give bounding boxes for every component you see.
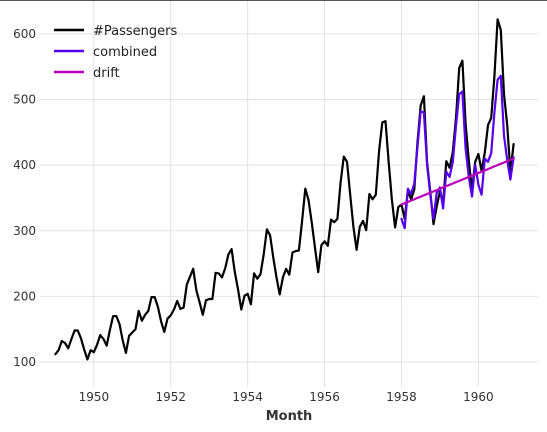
tick-layer: 100 200 300 400 500 600 1950 1952 1954 1956 1958 19… bbox=[13, 27, 494, 404]
x-tick-label: 1954 bbox=[232, 390, 263, 404]
plot-area bbox=[40, 1, 538, 387]
y-tick-label: 500 bbox=[13, 92, 36, 106]
x-tick-label: 1958 bbox=[386, 390, 417, 404]
x-tick-label: 1952 bbox=[155, 390, 186, 404]
legend: #Passengers combined drift bbox=[54, 24, 177, 81]
grid-layer bbox=[40, 1, 538, 387]
y-tick-label: 600 bbox=[13, 27, 36, 41]
x-tick-label: 1950 bbox=[79, 390, 110, 404]
x-axis-title: Month bbox=[266, 409, 313, 424]
y-tick-label: 400 bbox=[13, 158, 36, 172]
series-line-drift bbox=[400, 157, 515, 206]
x-tick-label: 1960 bbox=[463, 390, 494, 404]
series-line-passengers bbox=[54, 18, 515, 361]
legend-label-drift: drift bbox=[93, 66, 120, 81]
y-tick-label: 300 bbox=[13, 224, 36, 238]
legend-label-passengers: #Passengers bbox=[93, 24, 177, 39]
x-tick-label: 1956 bbox=[309, 390, 340, 404]
legend-label-combined: combined bbox=[93, 45, 157, 60]
y-tick-label: 100 bbox=[13, 355, 36, 369]
series-line-combined bbox=[400, 74, 515, 230]
series-layer bbox=[54, 18, 515, 361]
y-tick-label: 200 bbox=[13, 289, 36, 303]
